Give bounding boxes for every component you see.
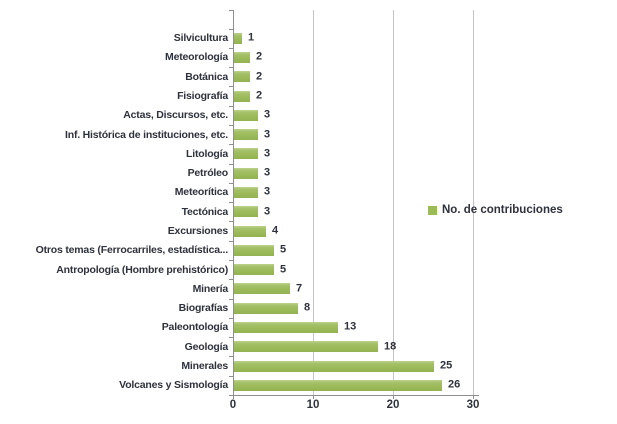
category-label: Antropología (Hombre prehistórico) [56, 263, 228, 276]
bar-value-label: 5 [280, 263, 287, 276]
legend: No. de contribuciones [428, 204, 563, 217]
category-label: Botánica [185, 70, 228, 83]
y-axis-tick [229, 298, 233, 300]
x-axis-tick [313, 395, 314, 399]
category-label: Otros temas (Ferrocarriles, estadística.… [35, 244, 229, 257]
bar-value-label: 3 [264, 147, 271, 160]
x-axis-labels: 0 10 20 30 [229, 399, 493, 414]
y-axis-tick [229, 10, 233, 11]
bar-value-label: 3 [264, 205, 271, 218]
bar [234, 71, 250, 83]
category-label: Biografías [178, 301, 229, 314]
category-label: Excursiones [167, 224, 228, 237]
category-label: Inf. Histórica de instituciones, etc. [65, 128, 228, 141]
gridline [313, 10, 314, 395]
bar [234, 379, 442, 391]
category-label: Geología [184, 340, 229, 353]
category-label: Volcanes y Sismología [119, 379, 228, 392]
bar [234, 186, 258, 198]
x-tick-label: 0 [229, 399, 237, 411]
y-axis-tick [229, 67, 233, 69]
y-axis-tick [229, 395, 233, 396]
y-axis-tick [229, 317, 233, 319]
y-axis-tick [229, 28, 233, 30]
x-axis-line [229, 395, 479, 396]
bar-value-label: 13 [344, 320, 357, 333]
y-axis-tick [229, 259, 233, 261]
y-axis-tick [229, 356, 233, 358]
bar-value-label: 4 [272, 224, 279, 237]
bar [234, 32, 242, 44]
bar-value-label: 2 [256, 70, 263, 83]
category-label: Meteorítica [174, 186, 228, 199]
y-axis-tick [229, 124, 233, 126]
category-label: Silvicultura [173, 31, 228, 44]
bar-value-label: 3 [264, 128, 271, 141]
category-labels: Silvicultura Meteorología Botánica Fisiogra… [0, 10, 229, 395]
bar-value-label: 2 [256, 89, 263, 102]
bar-value-label: 18 [384, 340, 397, 353]
bar [234, 264, 274, 276]
legend-swatch [428, 206, 437, 216]
category-label: Minerales [181, 359, 228, 372]
category-label: Actas, Discursos, etc. [123, 109, 228, 122]
bar-value-label: 3 [264, 166, 271, 179]
category-label: Litología [186, 147, 228, 160]
x-tick-label: 30 [466, 399, 480, 411]
bar [234, 321, 338, 333]
bar [234, 360, 434, 372]
x-axis-tick [393, 395, 394, 399]
bar-value-label: 1 [248, 31, 255, 44]
bar-value-label: 3 [264, 108, 271, 121]
bar [234, 167, 258, 179]
bar-value-label: 3 [264, 185, 271, 198]
y-axis-tick [229, 105, 233, 107]
y-axis-line [233, 10, 234, 396]
category-label: Paleontología [161, 321, 228, 334]
y-axis-tick [229, 163, 233, 165]
legend-label: No. de contribuciones [442, 204, 563, 216]
bar [234, 51, 250, 63]
x-axis-tick [233, 395, 234, 399]
bar [234, 90, 250, 102]
bar [234, 225, 266, 237]
x-tick-label: 10 [306, 399, 320, 411]
bar [234, 109, 258, 121]
bar-value-label: 8 [304, 301, 311, 314]
y-axis-tick [229, 240, 233, 242]
bar [234, 244, 274, 256]
bar [234, 129, 258, 141]
plot-area: 1 2 2 2 3 3 3 3 3 3 4 5 5 7 8 13 18 25 26 [229, 10, 479, 399]
category-label: Minería [192, 282, 229, 295]
y-axis-tick [229, 221, 233, 223]
y-axis-tick [229, 337, 233, 339]
y-axis-tick [229, 144, 233, 146]
bar [234, 302, 298, 314]
category-label: Fisiografía [177, 89, 228, 102]
bar [234, 148, 258, 160]
y-axis-tick [229, 182, 233, 184]
category-label: Petróleo [187, 166, 229, 179]
bar [234, 283, 290, 295]
y-axis-tick [229, 47, 233, 49]
bar [234, 206, 258, 218]
bar-value-label: 26 [448, 378, 461, 391]
category-label: Meteorología [165, 51, 228, 64]
y-axis-tick [229, 202, 233, 204]
y-axis-tick [229, 279, 233, 281]
x-tick-label: 20 [386, 399, 400, 411]
gridline [473, 10, 474, 395]
y-axis-tick [229, 375, 233, 377]
bar [234, 341, 378, 353]
bar-value-label: 7 [296, 282, 303, 295]
x-axis-tick [473, 395, 474, 399]
y-axis-tick [229, 86, 233, 88]
bar-value-label: 25 [440, 359, 453, 372]
category-label: Tectónica [181, 205, 229, 218]
gridline [393, 10, 394, 395]
bar-value-label: 2 [256, 50, 263, 63]
bar-value-label: 5 [280, 243, 287, 256]
